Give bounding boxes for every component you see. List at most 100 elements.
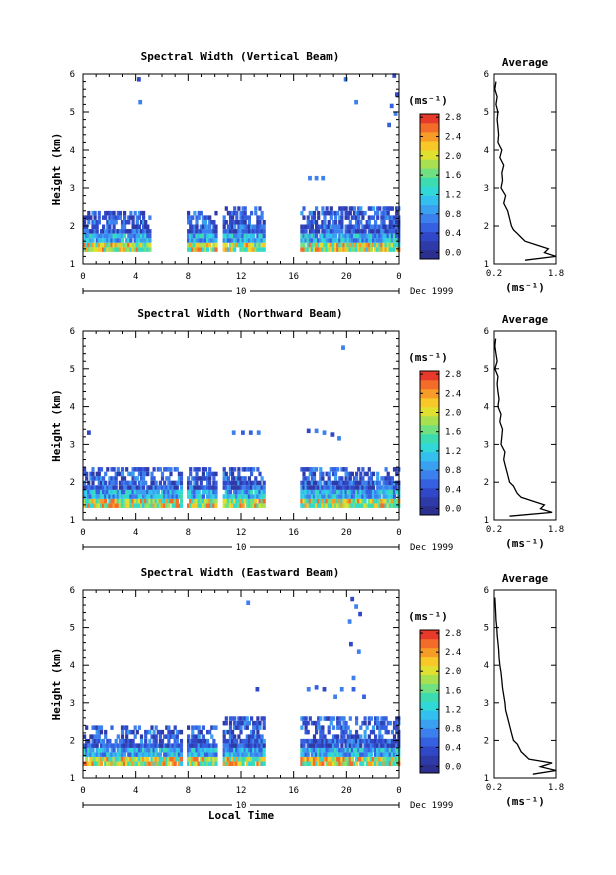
data-cell <box>102 757 106 762</box>
data-cell <box>239 220 243 225</box>
data-cell <box>231 247 235 252</box>
data-cell <box>199 224 203 229</box>
data-cell <box>390 494 394 499</box>
data-cell <box>177 761 181 766</box>
data-cell <box>99 752 104 757</box>
colorbar-unit: (ms⁻¹) <box>408 610 448 623</box>
data-cell <box>300 489 304 495</box>
data-cell <box>310 220 314 225</box>
data-cell <box>231 476 235 481</box>
data-cell <box>342 729 346 735</box>
data-cell <box>340 247 344 252</box>
average-y-tick-label: 2 <box>484 736 489 746</box>
data-cell <box>247 242 251 248</box>
data-cell <box>327 752 331 757</box>
data-cell <box>331 734 336 739</box>
data-cell <box>228 720 233 726</box>
data-cell <box>365 752 369 757</box>
data-cell <box>208 242 212 248</box>
data-cell <box>152 480 156 486</box>
data-cell <box>376 242 380 248</box>
data-cell <box>327 220 331 225</box>
data-cell <box>250 467 254 472</box>
data-cell <box>231 485 235 490</box>
data-cell <box>325 242 329 248</box>
data-cell <box>167 757 171 762</box>
data-cell <box>199 743 203 748</box>
data-cell <box>395 210 399 216</box>
data-cell <box>352 752 357 757</box>
data-cell <box>144 238 148 243</box>
data-cell <box>146 224 150 229</box>
data-cell <box>323 480 327 486</box>
data-cell <box>129 233 133 239</box>
data-cell <box>350 757 354 762</box>
data-cell <box>258 485 262 490</box>
data-cell <box>104 743 108 748</box>
data-cell <box>139 752 144 757</box>
data-cell <box>260 498 264 504</box>
data-cell <box>378 494 382 499</box>
data-cell <box>243 229 247 234</box>
data-cell <box>158 498 162 504</box>
data-cell <box>243 725 247 730</box>
data-cell <box>118 238 122 243</box>
data-cell <box>171 743 175 748</box>
data-cell <box>214 743 218 748</box>
data-cell <box>395 247 399 252</box>
data-cell <box>371 494 376 499</box>
y-tick-label: 3 <box>70 440 75 450</box>
data-cell <box>252 229 256 234</box>
data-cell <box>193 224 197 229</box>
data-cell <box>95 725 99 730</box>
data-cell <box>106 489 110 495</box>
y-axis-label: Height (km) <box>50 648 63 721</box>
data-cell <box>193 743 197 748</box>
data-cell <box>231 738 235 744</box>
x-tick-label: 12 <box>236 272 247 282</box>
data-cell <box>112 743 116 748</box>
data-cell <box>193 725 197 730</box>
data-cell <box>231 471 235 477</box>
data-cell <box>158 743 162 748</box>
data-cell <box>386 233 390 239</box>
data-cell <box>329 716 333 721</box>
data-cell <box>371 242 376 248</box>
data-cell <box>388 761 392 766</box>
data-cell <box>85 242 89 248</box>
data-cell <box>191 215 195 220</box>
data-cell <box>308 761 312 766</box>
data-cell <box>95 238 99 243</box>
data-cell <box>312 738 317 744</box>
data-cell <box>108 743 112 748</box>
data-cell <box>167 498 171 504</box>
colorbar-tick-label: 1.2 <box>445 190 461 200</box>
data-cell <box>110 210 114 216</box>
data-cell <box>89 485 93 490</box>
data-cell <box>169 747 173 753</box>
data-cell <box>374 210 378 216</box>
data-cell <box>91 480 95 486</box>
data-cell <box>114 229 118 234</box>
data-cell <box>212 471 216 477</box>
data-cell <box>308 498 312 504</box>
data-cell <box>369 503 373 508</box>
data-cell <box>321 494 325 499</box>
data-cell <box>228 503 233 508</box>
data-cell <box>334 247 338 252</box>
data-cell <box>129 757 133 762</box>
data-cell <box>382 476 386 481</box>
data-cell <box>334 757 338 762</box>
data-cell <box>300 480 304 486</box>
data-cell <box>310 215 314 220</box>
data-cell <box>142 480 146 486</box>
data-cell <box>93 725 97 730</box>
x-tick-label: 0 <box>396 786 401 796</box>
data-cell <box>97 747 101 753</box>
data-cell <box>384 503 388 508</box>
data-cell <box>390 757 394 762</box>
data-cell <box>395 752 399 757</box>
data-cell <box>85 476 89 481</box>
data-cell <box>357 738 361 744</box>
data-cell <box>228 716 233 721</box>
